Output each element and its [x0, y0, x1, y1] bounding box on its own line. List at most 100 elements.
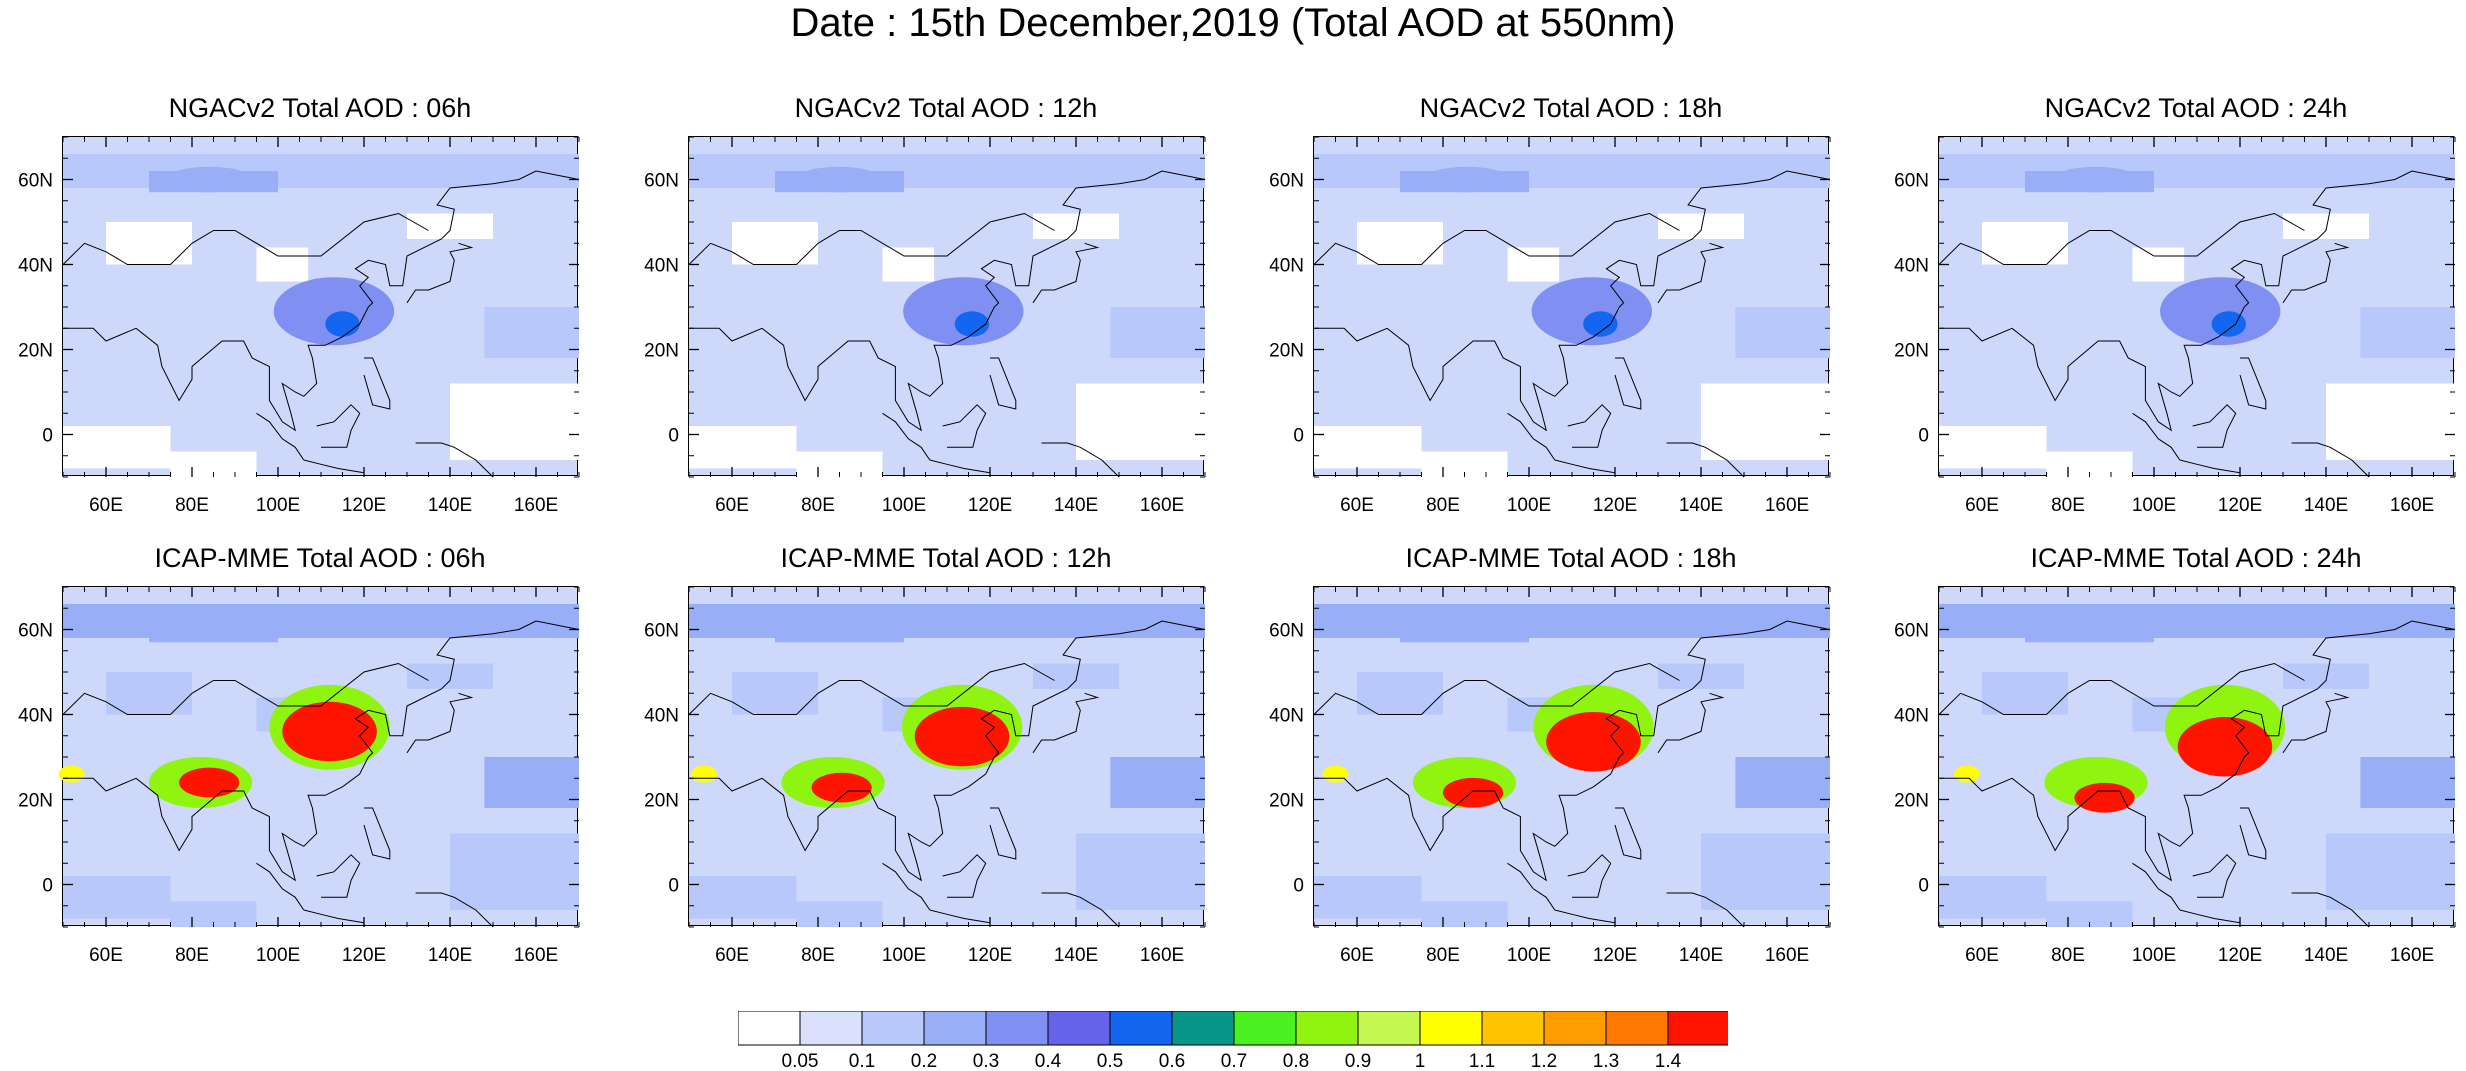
aod-field-cell: [407, 663, 493, 689]
x-tick-label: 80E: [1426, 945, 1460, 966]
y-tick-label: 40N: [644, 256, 679, 277]
x-tick-label: 100E: [1507, 945, 1551, 966]
axes: 60E 80E 100E 120E 140E 160E 0 20N 40N 60N: [18, 136, 580, 516]
y-tick-label: 20N: [1269, 341, 1304, 362]
aod-field-cell: [1939, 876, 2047, 919]
axes: 60E 80E 100E 120E 140E 160E 0 20N 40N 60N: [644, 136, 1206, 516]
axes: 60E 80E 100E 120E 140E 160E 0 20N 40N 60N: [1894, 136, 2456, 516]
panel-title: NGACv2 Total AOD : 24h: [2044, 93, 2348, 123]
coastline-path: [1657, 692, 1725, 754]
aod-hotspot: [795, 166, 882, 193]
aod-field-cell: [689, 876, 797, 919]
coastline-path: [882, 862, 931, 911]
aod-field-cell: [1939, 604, 2455, 638]
x-tick-label: 120E: [968, 495, 1012, 516]
aod-field-cell: [1110, 757, 1205, 808]
coastline-path: [1032, 242, 1100, 304]
x-tick-label: 140E: [428, 495, 472, 516]
x-tick-label: 120E: [1593, 945, 1637, 966]
aod-hotspot: [1424, 166, 1511, 193]
colorbar-swatch: [1295, 1011, 1359, 1046]
colorbar-swatch: [1481, 1011, 1545, 1046]
x-tick-label: 120E: [342, 945, 386, 966]
aod-hotspot: [282, 701, 377, 762]
panel-title: ICAP-MME Total AOD : 24h: [2030, 543, 2362, 573]
panel-title: NGACv2 Total AOD : 12h: [794, 93, 1098, 123]
coastline-path: [256, 862, 305, 911]
x-tick-label: 160E: [2390, 945, 2434, 966]
coastlines: [1938, 170, 2456, 478]
aod-field-cell: [450, 833, 579, 910]
aod-field-cell: [689, 154, 1205, 188]
map-canvas: 60E 80E 100E 120E 140E 160E 0 20N 40N 60N: [1269, 136, 1831, 516]
coastline-path: [63, 620, 580, 882]
aod-field-cell: [2132, 247, 2185, 282]
y-tick-label: 60N: [644, 621, 679, 642]
colorbar-label: 0.9: [1345, 1051, 1371, 1071]
aod-hotspot: [1531, 277, 1652, 346]
x-tick-label: 80E: [1426, 495, 1460, 516]
coastline-path: [1939, 620, 2456, 882]
panel-title: ICAP-MME Total AOD : 12h: [780, 543, 1112, 573]
y-tick-label: 20N: [644, 791, 679, 812]
coastline-path: [2291, 892, 2370, 928]
map-plot-area: 60E 80E 100E 120E 140E 160E 0 20N 40N 60N: [18, 136, 580, 516]
x-tick-label: 100E: [256, 495, 300, 516]
map-canvas: 60E 80E 100E 120E 140E 160E 0 20N 40N 60N: [18, 586, 580, 966]
coastline-path: [1666, 442, 1745, 478]
coastline-path: [406, 242, 474, 304]
map-canvas: 60E 80E 100E 120E 140E 160E 0 20N 40N 60N: [644, 586, 1206, 966]
axes: 60E 80E 100E 120E 140E 160E 0 20N 40N 60N: [1894, 586, 2456, 966]
aod-hotspot: [2160, 277, 2281, 346]
x-tick-label: 60E: [1965, 495, 1999, 516]
aod-field-cell: [484, 307, 579, 358]
map-plot-area: 60E 80E 100E 120E 140E 160E 0 20N 40N 60N: [644, 586, 1206, 966]
aod-field-cell: [1314, 426, 1422, 469]
colorbar-swatch: [1047, 1011, 1111, 1046]
x-tick-label: 60E: [1965, 945, 1999, 966]
coastlines: [688, 170, 1206, 478]
y-tick-label: 40N: [1894, 256, 1929, 277]
map-canvas: 60E 80E 100E 120E 140E 160E 0 20N 40N 60N: [644, 136, 1206, 516]
aod-field-cell: [63, 154, 579, 188]
x-tick-label: 140E: [2304, 495, 2348, 516]
aod-hotspot: [954, 311, 990, 337]
x-tick-label: 100E: [256, 945, 300, 966]
aod-hotspot: [1954, 765, 1980, 783]
x-tick-label: 140E: [428, 945, 472, 966]
map-plot-area: 60E 80E 100E 120E 140E 160E 0 20N 40N 60N: [644, 136, 1206, 516]
coastline-path: [1314, 620, 1831, 882]
map-plot-area: 60E 80E 100E 120E 140E 160E 0 20N 40N 60N: [1894, 586, 2456, 966]
coastline-path: [1567, 404, 1612, 448]
coastline-path: [1313, 212, 1680, 265]
y-tick-label: 40N: [18, 256, 53, 277]
coastline-path: [1041, 892, 1120, 928]
y-tick-label: 60N: [18, 171, 53, 192]
aod-field-cell: [775, 621, 904, 643]
coastline-path: [62, 212, 429, 265]
panel-title: ICAP-MME Total AOD : 18h: [1405, 543, 1737, 573]
colorbar-label: 0.05: [782, 1051, 819, 1071]
coastlines: [1313, 620, 1831, 928]
x-tick-label: 100E: [2132, 495, 2176, 516]
y-tick-label: 20N: [1894, 341, 1929, 362]
map-canvas: 60E 80E 100E 120E 140E 160E 0 20N 40N 60N: [1269, 586, 1831, 966]
aod-field-cell: [732, 222, 818, 265]
aod-field-cell: [2360, 307, 2455, 358]
colorbar-swatch: [985, 1011, 1049, 1046]
coastline-path: [1614, 807, 1642, 860]
aod-hotspot: [1322, 765, 1349, 783]
coastline-path: [1554, 459, 1616, 474]
y-tick-label: 20N: [18, 791, 53, 812]
coastline-path: [1938, 662, 2305, 715]
colorbar-swatch: [1605, 1011, 1669, 1046]
aod-field-cell: [1314, 604, 1830, 638]
aod-field-cell: [1314, 154, 1830, 188]
x-tick-label: 160E: [1765, 495, 1809, 516]
x-tick-label: 80E: [175, 495, 209, 516]
coastline-path: [415, 442, 494, 478]
x-tick-label: 80E: [2051, 495, 2085, 516]
aod-field-cell: [450, 383, 579, 460]
colorbar: 0.05 0.1 0.2 0.3 0.4 0.5 0.6 0.7 0.8 0.9 1 1.1 1.2 1.…: [738, 1011, 1728, 1071]
aod-field-cell: [106, 222, 192, 265]
